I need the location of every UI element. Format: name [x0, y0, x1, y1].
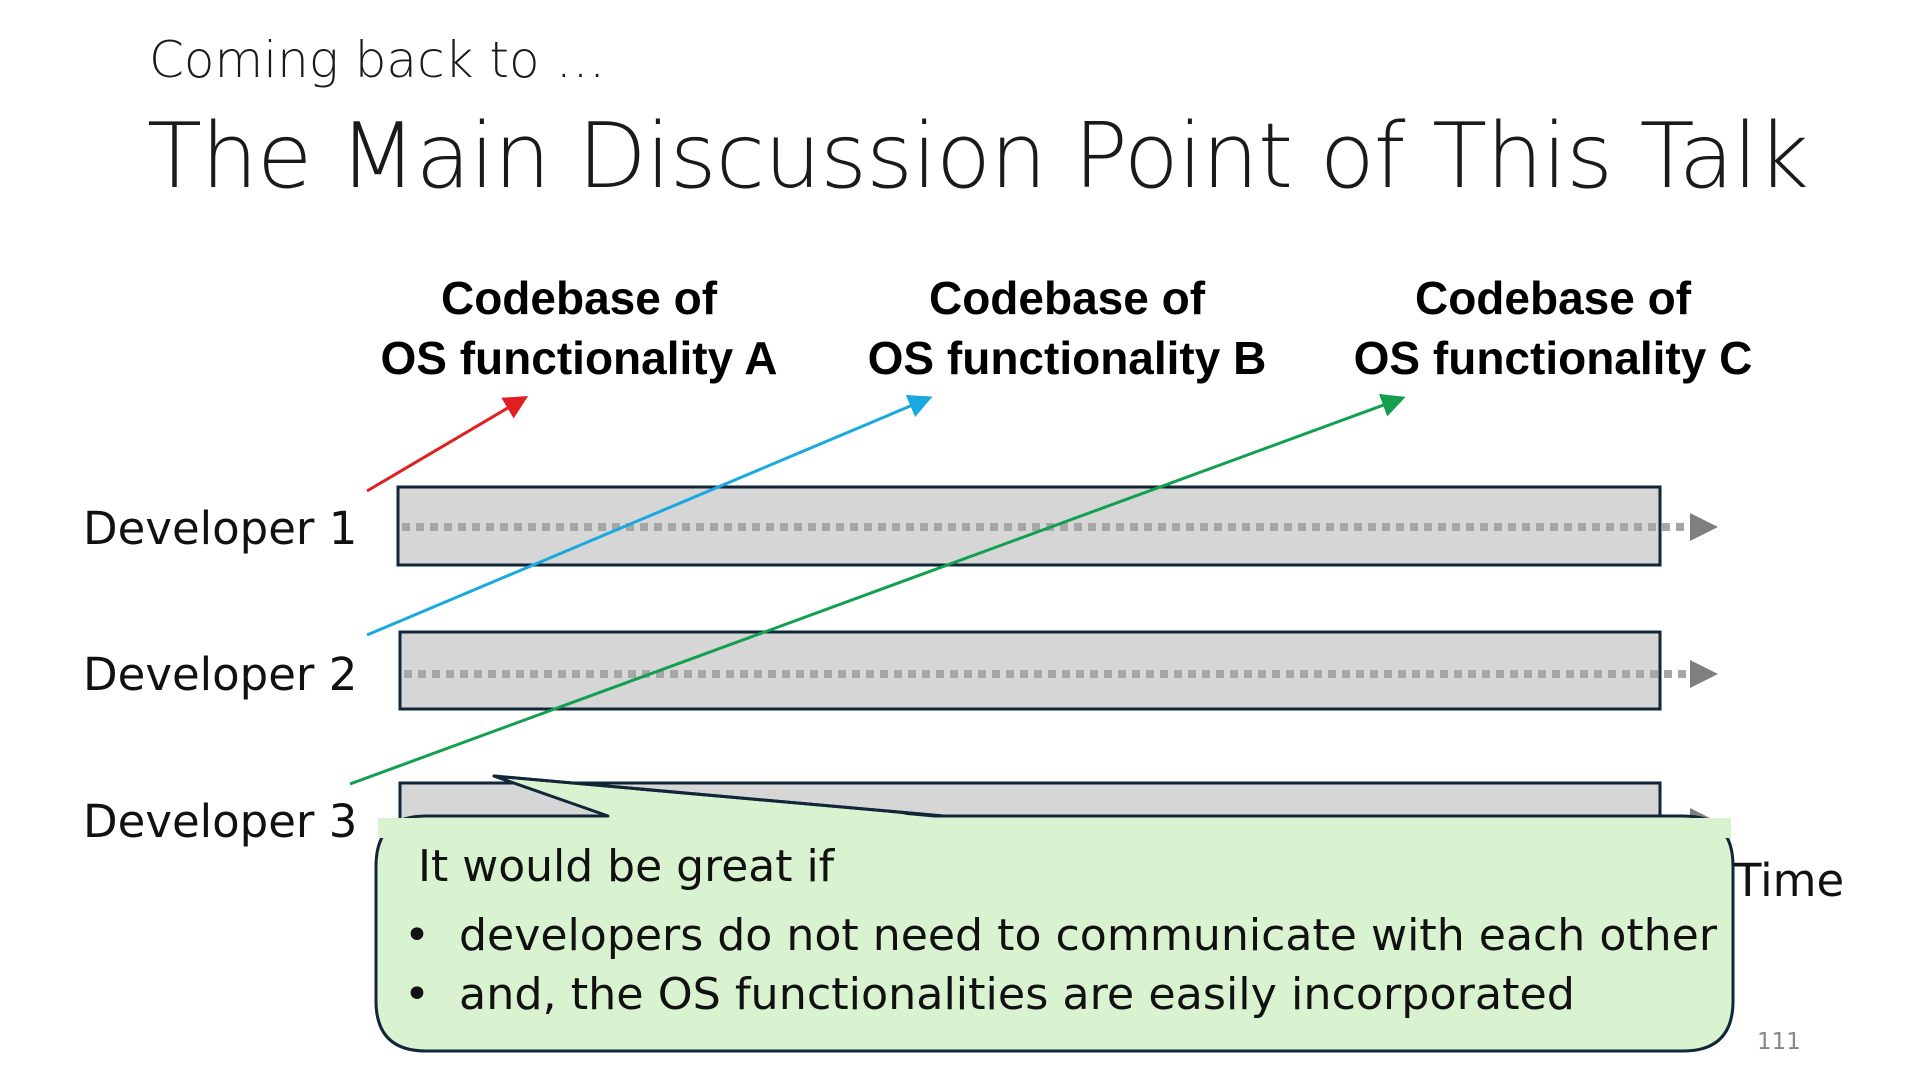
callout-intro: It would be great if: [418, 841, 836, 892]
codebase-c-line2: OS functionality C: [1354, 332, 1753, 384]
callout: It would be great if • developers do not…: [374, 774, 1735, 1053]
arrow-developer1-to-a: [366, 395, 529, 493]
codebase-b-line1: Codebase of: [929, 272, 1206, 324]
timeline-2: [398, 630, 1718, 711]
arrow-head-icon: [1690, 513, 1718, 541]
time-axis-label: Time: [1733, 854, 1844, 907]
page-number: 111: [1757, 1029, 1801, 1055]
developer-3-label: Developer 3: [83, 795, 357, 848]
bullet-icon: •: [404, 910, 430, 961]
codebase-a-line2: OS functionality A: [381, 332, 778, 384]
timeline-1: [396, 485, 1718, 567]
slide-subtitle: Coming back to …: [149, 31, 606, 89]
slide-title: The Main Discussion Point of This Talk: [147, 104, 1808, 209]
codebase-b-line2: OS functionality B: [868, 332, 1267, 384]
arrow-developer2-to-b: [366, 394, 933, 637]
developer-1-label: Developer 1: [83, 502, 357, 555]
arrow-developer3-to-c: [349, 393, 1406, 786]
codebase-c-line1: Codebase of: [1415, 272, 1692, 324]
callout-bullet-2: and, the OS functionalities are easily i…: [459, 969, 1575, 1020]
developer-2-label: Developer 2: [83, 648, 357, 701]
bullet-icon: •: [404, 969, 430, 1020]
codebase-a-line1: Codebase of: [441, 272, 718, 324]
callout-bullet-1: developers do not need to communicate wi…: [459, 910, 1718, 961]
arrow-head-icon: [1690, 660, 1718, 688]
